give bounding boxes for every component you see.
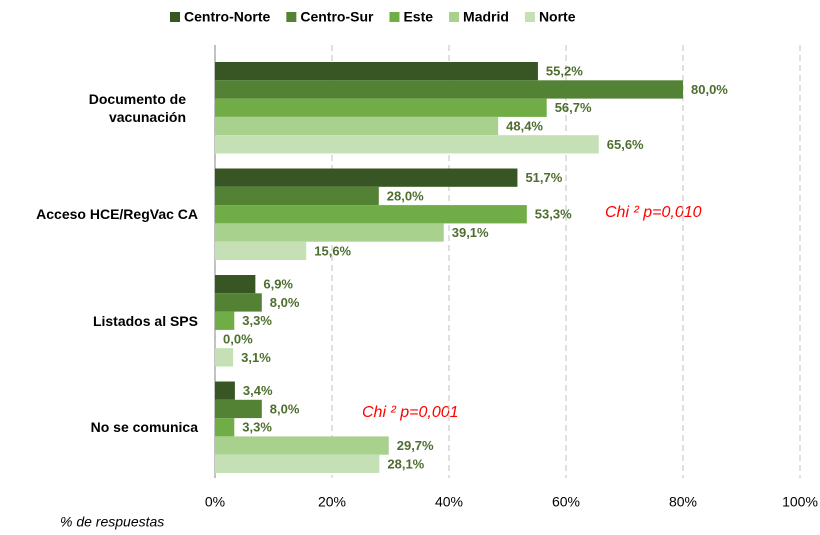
legend-swatch [449,12,460,22]
bar [215,311,235,330]
value-label: 39,1% [452,225,489,240]
annotation: Chi ² p=0,001 [362,404,459,421]
value-label: 0,0% [223,331,253,346]
x-tick-label: 0% [205,494,225,510]
bar [215,186,379,206]
bar [215,241,307,260]
value-label: 28,1% [387,456,424,471]
bar [215,381,235,400]
value-label: 56,7% [555,100,592,115]
value-label: 55,2% [546,64,583,79]
legend-label: Centro-Sur [300,9,374,25]
value-label: 8,0% [270,401,300,416]
x-tick-label: 60% [552,494,580,510]
bar [215,98,547,117]
value-label: 3,3% [242,420,272,435]
annotation: Chi ² p=0,010 [605,204,702,221]
category-label: Documento de vacunación [88,90,186,125]
category-label: Listados al SPS [92,312,198,329]
bar [215,436,389,455]
bar [215,116,499,136]
bar [215,168,518,187]
value-label: 65,6% [607,137,644,152]
value-label: 28,0% [387,188,424,203]
bar [215,205,527,224]
value-label: 29,7% [397,438,434,453]
x-tick-label: 40% [435,494,463,510]
value-label: 48,4% [506,118,543,133]
legend-label: Este [403,9,433,25]
bar [215,223,444,242]
value-label: 80,0% [691,82,728,97]
bar [215,418,235,437]
value-label: 3,1% [241,350,271,365]
bar [215,62,538,81]
bar [215,348,234,367]
category-label: Acceso HCE/RegVac CA [36,206,198,223]
value-label: 3,4% [243,383,273,398]
bar [215,80,683,99]
x-tick-label: 80% [669,494,697,510]
legend-swatch [286,12,297,22]
legend-swatch [389,12,400,22]
value-label: 15,6% [314,243,351,258]
legend-label: Madrid [463,9,509,25]
legend-swatch [524,12,535,22]
value-label: 51,7% [525,170,562,185]
bar [215,135,599,154]
x-tick-label: 20% [318,494,346,510]
value-label: 8,0% [270,295,300,310]
bar [215,399,262,419]
bar [215,454,380,473]
legend-label: Centro-Norte [184,9,271,25]
bar [215,293,262,312]
legend-swatch [170,12,180,22]
value-label: 53,3% [535,207,572,222]
x-tick-label: 100% [782,494,818,510]
legend-label: Norte [539,9,576,25]
value-label: 6,9% [263,277,293,292]
x-axis-label: % de respuestas [60,514,164,530]
value-label: 3,3% [242,313,272,328]
bar [215,275,256,294]
category-label: No se comunica [90,419,198,436]
